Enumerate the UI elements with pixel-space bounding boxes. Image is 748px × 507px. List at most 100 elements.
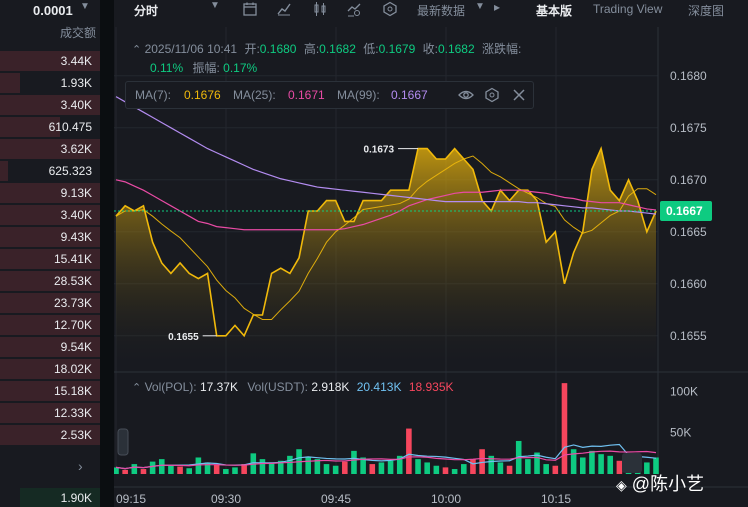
chart-canvas: 0.1673 0.1655 0.1680 0.1675 0.1670 0.1665 0.16… xyxy=(114,27,748,506)
vol-pol-label: Vol(POL): xyxy=(144,380,197,394)
volume-bar xyxy=(168,465,174,474)
volume-bar xyxy=(570,449,577,474)
orderbook-row[interactable]: 15.18K xyxy=(0,381,100,401)
orderbook-row[interactable]: 15.41K xyxy=(0,249,100,269)
depth-bar xyxy=(0,95,100,115)
depth-chart-tab[interactable]: 深度图 xyxy=(688,4,725,18)
current-price-label: 0.1667 xyxy=(666,204,703,218)
candlestick-icon[interactable] xyxy=(312,1,328,17)
low-label: 低: xyxy=(363,42,379,56)
depth-bar xyxy=(0,359,100,379)
interval-tab[interactable]: 分时 xyxy=(134,4,159,18)
orderbook-row[interactable]: 18.02K xyxy=(0,359,100,379)
vol-toggle-icon: ⌃ xyxy=(132,382,142,394)
volume-bar xyxy=(433,465,440,474)
info-datetime: 2025/11/06 10:41 xyxy=(144,42,238,56)
depth-bar xyxy=(0,51,100,71)
orderbook-row[interactable]: 625.323 xyxy=(0,161,100,181)
tradingview-tab[interactable]: Trading View xyxy=(593,2,663,16)
latest-dropdown-icon[interactable]: ▼ xyxy=(475,1,485,12)
latest-data-select[interactable]: 最新数据 xyxy=(417,4,466,18)
ma25-label: MA(25): xyxy=(233,88,276,102)
volume-bar xyxy=(149,461,156,474)
price-tick-label: 0.1655 xyxy=(670,329,707,343)
depth-bar xyxy=(0,161,8,181)
settings-icon[interactable] xyxy=(484,87,500,103)
orderbook-amount: 9.54K xyxy=(60,340,92,354)
orderbook-amount: 15.18K xyxy=(53,384,92,398)
calendar-icon[interactable] xyxy=(242,1,258,17)
hexagon-settings-icon[interactable] xyxy=(382,1,398,17)
orderbook-row[interactable]: 23.73K xyxy=(0,293,100,313)
orderbook-row[interactable]: 3.40K xyxy=(0,95,100,115)
volume-bar xyxy=(259,459,266,474)
low-annotation: 0.1655 xyxy=(168,332,199,343)
orderbook-amount: 9.43K xyxy=(60,230,92,244)
time-tick-label: 09:15 xyxy=(116,492,146,506)
interval-dropdown-icon[interactable]: ▼ xyxy=(210,0,220,11)
orderbook-amount: 23.73K xyxy=(53,296,92,310)
info-toggle-icon: ⌃ xyxy=(132,44,142,56)
precision-value: 0.0001 xyxy=(33,3,73,18)
orderbook-amount: 3.44K xyxy=(60,54,92,68)
orderbook-row[interactable]: 3.62K xyxy=(0,139,100,159)
orderbook-row[interactable]: 12.70K xyxy=(0,315,100,335)
volume-bar xyxy=(598,454,604,474)
volume-tick-label: 100K xyxy=(670,384,698,398)
orderbook-amount: 18.02K xyxy=(53,362,92,376)
depth-bar xyxy=(0,293,100,313)
volume-bar xyxy=(369,464,376,474)
price-area xyxy=(116,148,656,367)
precision-select[interactable]: 0.0001 ▼ xyxy=(0,0,100,22)
orderbook-row[interactable]: 9.54K xyxy=(0,337,100,357)
ma-legend: MA(7): 0.1676 MA(25): 0.1671 MA(99): 0.1… xyxy=(125,81,534,109)
orderbook-row[interactable]: 9.43K xyxy=(0,227,100,247)
volume-bar xyxy=(342,461,348,474)
orderbook-row[interactable]: 3.40K xyxy=(0,205,100,225)
expand-icon[interactable]: ▸ xyxy=(494,0,501,14)
panel-divider xyxy=(100,0,114,507)
orderbook-amount: 28.53K xyxy=(53,274,92,288)
close-value: 0.1682 xyxy=(437,42,475,56)
indicator-settings-icon[interactable] xyxy=(346,1,362,17)
volume-bar xyxy=(332,465,339,474)
high-label: 高: xyxy=(303,42,320,56)
close-icon[interactable] xyxy=(511,87,527,103)
eye-icon[interactable] xyxy=(458,87,474,103)
orderbook-amount: 12.33K xyxy=(53,406,92,420)
orderbook-row[interactable]: 2.53K xyxy=(0,425,100,445)
volume-bar xyxy=(195,457,202,474)
change-label: 涨跌幅: xyxy=(482,42,522,56)
orderbook-row[interactable]: 3.44K xyxy=(0,51,100,71)
volume-bar xyxy=(607,455,614,474)
ma25-value: 0.1671 xyxy=(288,88,325,102)
volume-bar xyxy=(387,460,394,474)
volume-bar xyxy=(616,460,623,474)
vol-ma2-value: 18.935K xyxy=(408,380,454,394)
orderbook-amount: 625.323 xyxy=(48,164,92,178)
ma7-line xyxy=(115,155,657,320)
volume-bar xyxy=(268,462,275,474)
ma7-label: MA(7): xyxy=(135,88,171,102)
orderbook-row[interactable]: 1.93K xyxy=(0,73,100,93)
volume-tick-label: 50K xyxy=(670,426,691,440)
basic-version-tab[interactable]: 基本版 xyxy=(536,4,573,18)
open-value: 0.1680 xyxy=(259,42,297,56)
orderbook-amount: 3.40K xyxy=(60,208,92,222)
orderbook-amount: 610.475 xyxy=(48,120,92,134)
chevron-right-icon[interactable]: › xyxy=(78,458,83,474)
orderbook-row[interactable]: 28.53K xyxy=(0,271,100,291)
volume-bar xyxy=(287,455,293,474)
volume-bar xyxy=(534,452,540,474)
ma25-line xyxy=(115,179,657,231)
price-chart[interactable]: 0.1673 0.1655 0.1680 0.1675 0.1670 0.1665 0.16… xyxy=(114,27,748,507)
price-tick-label: 0.1660 xyxy=(670,277,707,291)
orderbook-row[interactable]: 610.475 xyxy=(0,117,100,137)
line-chart-icon[interactable] xyxy=(276,1,292,17)
time-tick-label: 09:45 xyxy=(321,492,351,506)
orderbook-row[interactable]: 12.33K xyxy=(0,403,100,423)
volume-bar xyxy=(561,383,568,474)
orderbook-row[interactable]: 9.13K xyxy=(0,183,100,203)
orderbook-amount: 3.40K xyxy=(60,98,92,112)
volume-bar xyxy=(277,460,284,474)
